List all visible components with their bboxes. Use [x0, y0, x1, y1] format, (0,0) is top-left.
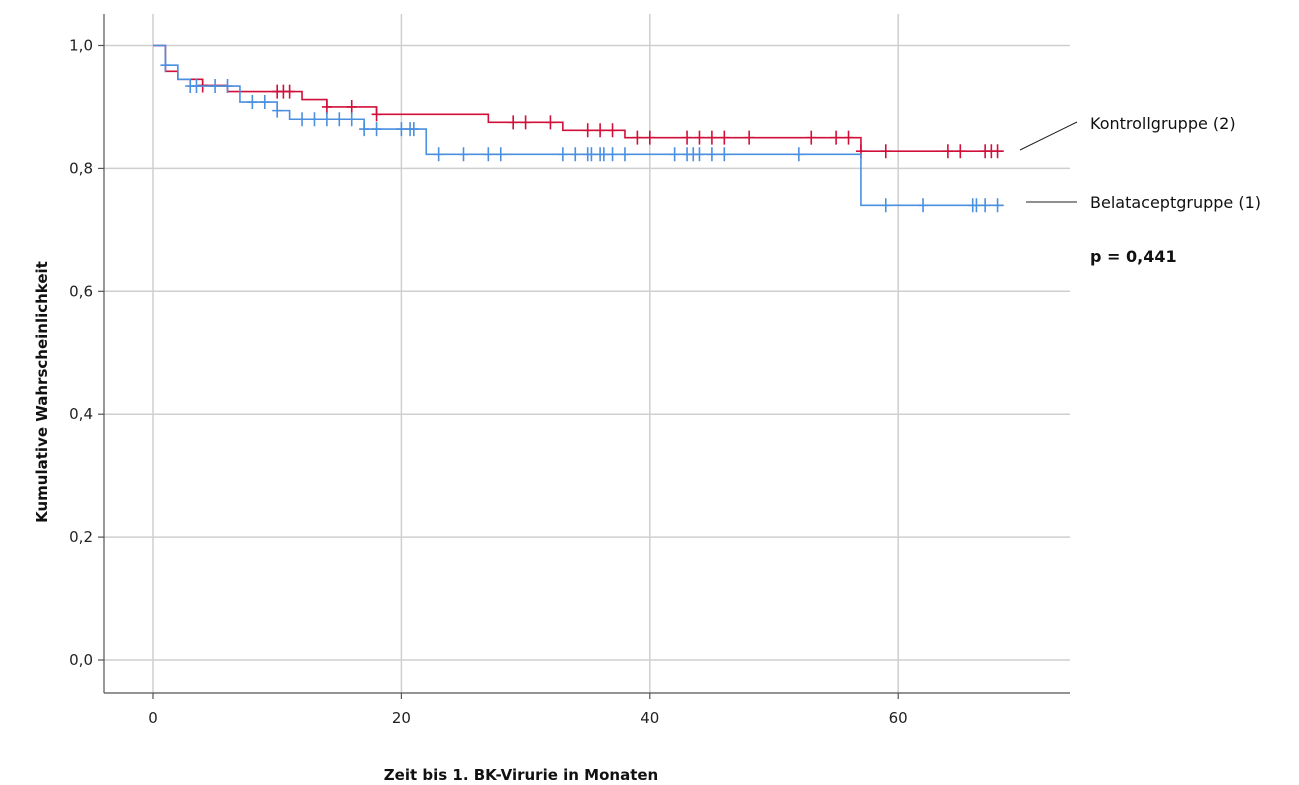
censor-mark: [682, 130, 693, 145]
censor-mark: [632, 130, 643, 145]
censor-mark: [371, 107, 382, 122]
x-axis-title: Zeit bis 1. BK-Virurie in Monaten: [384, 766, 658, 784]
censor-mark: [259, 95, 270, 110]
censor-mark: [706, 147, 717, 162]
censor-mark: [793, 147, 804, 162]
censor-mark: [955, 144, 966, 159]
legend-leader-kontroll: [1019, 121, 1078, 151]
censor-mark: [694, 147, 705, 162]
legend-label-kontrollgruppe: Kontrollgruppe (2): [1090, 114, 1236, 133]
series-layer: [153, 44, 1004, 213]
grid-lines: [104, 14, 1070, 693]
censor-mark: [744, 130, 755, 145]
censor-mark: [508, 115, 519, 130]
x-tick-label: 20: [392, 709, 411, 727]
censor-mark: [880, 144, 891, 159]
censor-mark: [483, 147, 494, 162]
censor-mark: [843, 130, 854, 145]
survival-step-line: [153, 44, 1004, 152]
censor-mark: [520, 115, 531, 130]
y-tick-label: 0,0: [69, 651, 93, 669]
censor-mark: [595, 123, 606, 138]
p-value-label: p = 0,441: [1090, 247, 1177, 266]
censor-mark: [582, 123, 593, 138]
censor-mark: [160, 58, 171, 73]
y-tick-label: 0,2: [69, 528, 93, 546]
y-tick-label: 0,4: [69, 405, 93, 423]
censor-mark: [806, 130, 817, 145]
censor-mark: [557, 147, 568, 162]
censor-mark: [880, 198, 891, 213]
censor-mark: [918, 198, 929, 213]
y-tick-label: 0,8: [69, 159, 93, 177]
censor-mark: [247, 95, 258, 110]
censor-mark: [980, 198, 991, 213]
censor-mark: [222, 79, 233, 94]
censor-mark: [396, 122, 407, 137]
censor-mark: [371, 122, 382, 137]
censor-mark: [297, 112, 308, 127]
censor-mark: [607, 123, 618, 138]
axes: [98, 14, 1070, 699]
x-tick-label: 40: [640, 709, 659, 727]
censor-mark: [694, 130, 705, 145]
series-belataceptgruppe: [153, 44, 1004, 213]
censor-mark: [334, 112, 345, 127]
x-tick-label: 0: [148, 709, 158, 727]
censor-mark: [719, 130, 730, 145]
censor-mark: [570, 147, 581, 162]
censor-mark: [458, 147, 469, 162]
censor-mark: [321, 99, 332, 114]
survival-step-line: [153, 44, 1004, 207]
censor-mark: [719, 147, 730, 162]
censor-mark: [495, 147, 506, 162]
censor-mark: [433, 147, 444, 162]
censor-mark: [346, 112, 357, 127]
censor-mark: [586, 147, 597, 162]
censor-mark: [598, 147, 609, 162]
y-tick-label: 0,6: [69, 282, 93, 300]
censor-mark: [607, 147, 618, 162]
legend-label-belataceptgruppe: Belataceptgruppe (1): [1090, 193, 1261, 212]
censor-mark: [971, 198, 982, 213]
censor-mark: [545, 115, 556, 130]
censor-mark: [644, 130, 655, 145]
y-tick-label: 1,0: [69, 37, 93, 55]
censor-mark: [408, 122, 419, 137]
tick-labels: 0 20 40 60 0,0 0,2 0,4 0,6 0,8 1,0: [69, 37, 908, 728]
censor-mark: [284, 84, 295, 99]
censor-mark: [321, 112, 332, 127]
y-axis-title: Kumulative Wahrscheinlichkeit: [33, 261, 51, 523]
censor-mark: [619, 147, 630, 162]
censor-mark: [309, 112, 320, 127]
censor-mark: [831, 130, 842, 145]
censor-mark: [272, 103, 283, 118]
censor-mark: [191, 79, 202, 94]
censor-mark: [346, 99, 357, 114]
series-kontrollgruppe: [153, 44, 1004, 159]
censor-mark: [669, 147, 680, 162]
censor-mark: [992, 144, 1003, 159]
censor-mark: [706, 130, 717, 145]
censor-mark: [210, 79, 221, 94]
x-tick-label: 60: [889, 709, 908, 727]
censor-mark: [942, 144, 953, 159]
censor-mark: [992, 198, 1003, 213]
censor-mark: [359, 122, 370, 137]
